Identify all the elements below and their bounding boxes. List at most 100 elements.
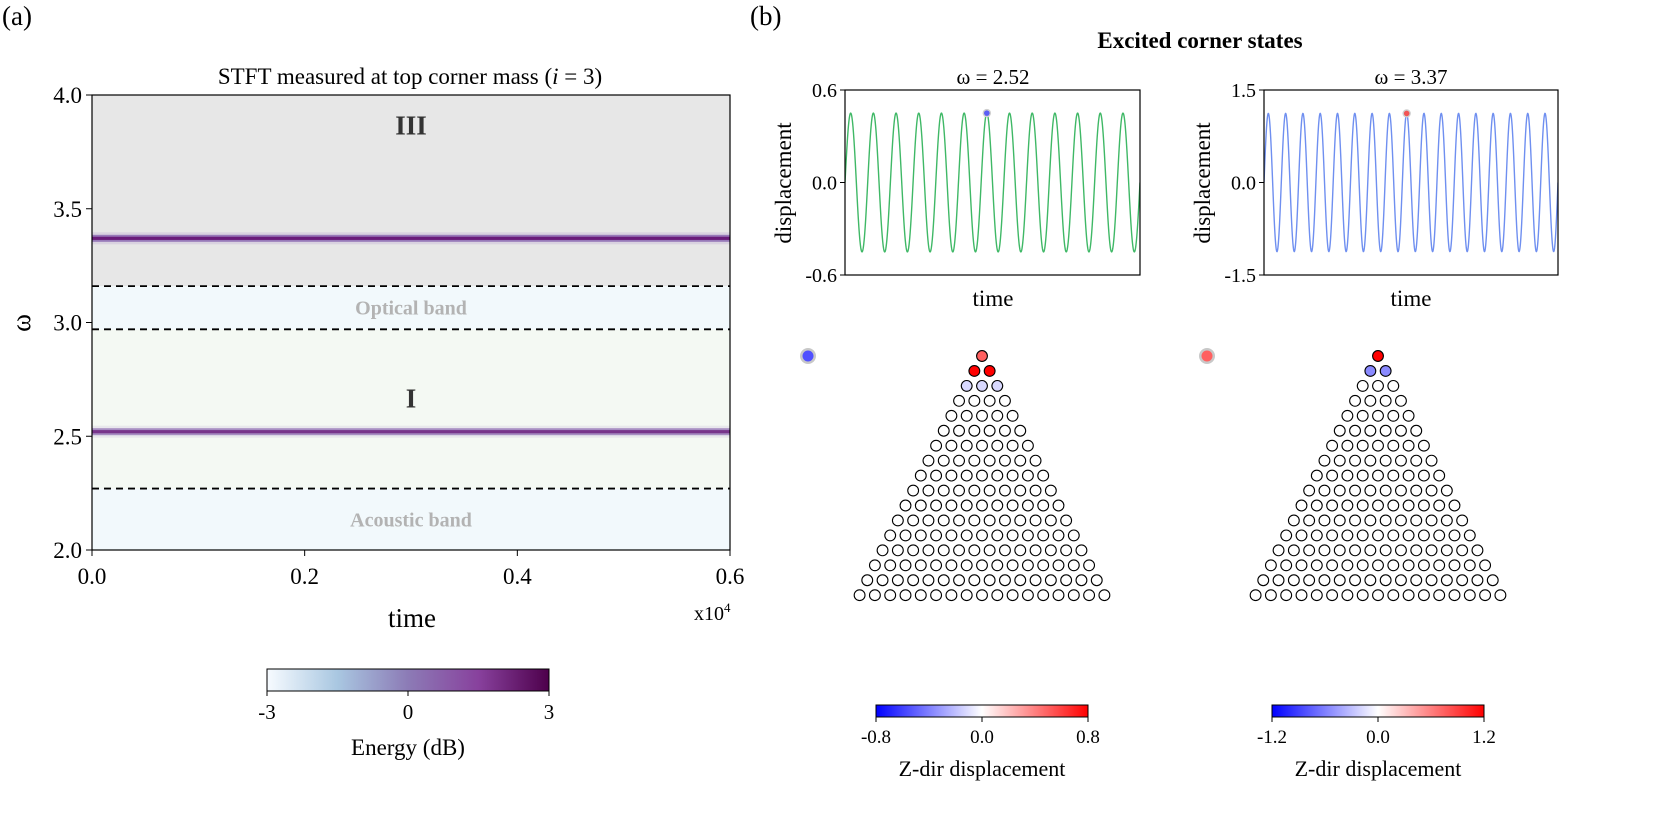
lattice-mass: [1295, 559, 1308, 572]
heatmap-region-optical: [92, 286, 730, 330]
lattice-mass: [1379, 424, 1392, 437]
lattice-mass: [891, 514, 904, 527]
lattice-mass: [1272, 544, 1285, 557]
lattice-mass: [968, 454, 981, 467]
panel-b-title: Excited corner states: [1097, 28, 1302, 53]
lattice-mass: [1372, 409, 1384, 422]
zdir-colorbar-tick-label: 1.2: [1472, 727, 1496, 748]
lattice-mass: [998, 424, 1011, 437]
lattice-mass: [1006, 589, 1019, 602]
lattice-mass: [991, 589, 1004, 602]
lattice-mass-excited: [1379, 365, 1392, 377]
lattice-mass: [1379, 514, 1392, 527]
lattice-mass: [991, 499, 1004, 512]
lattice-mass: [1006, 559, 1019, 572]
heatmap-ytick-label: 4.0: [53, 83, 82, 108]
lattice-mass: [1456, 574, 1469, 587]
panel-label-b: (b): [750, 1, 781, 31]
lattice-mass: [1440, 514, 1453, 527]
lattice-mass: [953, 454, 965, 467]
lattice-mass: [1471, 574, 1484, 587]
lattice-mass: [976, 589, 988, 602]
lattice-mass: [1052, 559, 1065, 572]
heatmap-region-label-acoustic: Acoustic band: [350, 509, 472, 531]
ts-1-ytick-label: 0.6: [812, 80, 837, 102]
lattice-mass-excited: [976, 379, 988, 392]
energy-colorbar-tick-label: 3: [544, 700, 555, 724]
lattice-mass: [1394, 484, 1407, 497]
lattice-mass: [1463, 529, 1476, 542]
lattice-mass: [1067, 589, 1080, 602]
lattice-mass: [899, 589, 912, 602]
lattice-mass: [1295, 529, 1308, 542]
zdir-colorbar-tick-label: -0.8: [861, 727, 891, 748]
lattice-mass: [1372, 559, 1384, 572]
lattice-mass: [991, 559, 1004, 572]
panel-label-a: (a): [2, 1, 32, 31]
lattice-mass: [1463, 589, 1476, 602]
lattice-mass: [1029, 544, 1042, 557]
ts-2-ytick-label: -1.5: [1224, 265, 1256, 287]
lattice-mass: [1372, 379, 1384, 392]
lattice-mass: [914, 469, 927, 482]
lattice-mass: [1433, 559, 1446, 572]
lattice-mass: [1349, 454, 1362, 467]
lattice-mass: [953, 394, 965, 407]
zdir-colorbar-1-label: Z-dir displacement: [899, 756, 1066, 781]
lattice-mass: [1006, 469, 1019, 482]
lattice-mass: [1280, 529, 1293, 542]
lattice-mass: [1372, 589, 1384, 602]
lattice-mass: [1349, 394, 1362, 407]
ts-2-ytick-label: 0.0: [1231, 173, 1256, 195]
heatmap-region-label-region-1: I: [406, 384, 417, 414]
lattice-mass: [899, 559, 912, 572]
lattice-mass: [1364, 424, 1377, 437]
lattice-mass: [937, 484, 950, 497]
lattice-mass: [907, 484, 920, 497]
lattice-mass: [1333, 514, 1346, 527]
lattice-mass: [1402, 589, 1415, 602]
lattice-mass: [1471, 544, 1484, 557]
lattice-mass: [1287, 514, 1300, 527]
ts-1-marker: [984, 110, 990, 116]
zdir-colorbar-tick-label: -1.2: [1257, 727, 1287, 748]
lattice-mass: [1060, 544, 1073, 557]
lattice-mass: [1090, 574, 1103, 587]
lattice-mass: [1486, 574, 1499, 587]
energy-line-core-0: [92, 430, 730, 434]
lattice-mass: [930, 529, 943, 542]
energy-colorbar-tick-label: -3: [258, 700, 276, 724]
ts1-title: ω = 2.52: [957, 65, 1030, 89]
heatmap-ytick-label: 2.0: [53, 538, 82, 563]
lattice-mass: [930, 469, 943, 482]
lattice-mass: [1287, 574, 1300, 587]
lattice-mass: [1379, 544, 1392, 557]
lattice-mass: [1356, 379, 1369, 392]
lattice-mass: [1044, 484, 1057, 497]
lattice-mass: [930, 499, 943, 512]
lattice-mass: [937, 574, 950, 587]
heatmap-ytick-label: 3.0: [53, 311, 82, 336]
lattice-mass: [1318, 544, 1331, 557]
lattice-mass-excited: [960, 379, 973, 392]
lattice-mass: [1014, 454, 1027, 467]
lattice-mass: [1456, 514, 1469, 527]
lattice-mass: [1494, 589, 1507, 602]
lattice-mass: [1006, 409, 1019, 422]
lattice-mass: [945, 559, 958, 572]
lattice-mass: [1098, 589, 1111, 602]
lattice-mass: [953, 544, 965, 557]
lattice-mass: [1318, 484, 1331, 497]
lattice-mass: [1014, 514, 1027, 527]
lattice-mass: [945, 439, 958, 452]
timeseries-omega-3-37: ω = 3.37 -1.5 0.0 1.5 time displacement: [1190, 65, 1559, 311]
lattice-mass: [884, 589, 897, 602]
lattice-mass: [1303, 484, 1316, 497]
heatmap-region-region-3: [92, 95, 730, 287]
lattice-mass: [1021, 589, 1034, 602]
lattice-mass: [899, 499, 912, 512]
lattice-mass: [1333, 574, 1346, 587]
lattice-mass: [1394, 424, 1407, 437]
lattice-mass: [983, 544, 996, 557]
lattice-mass: [1021, 529, 1034, 542]
